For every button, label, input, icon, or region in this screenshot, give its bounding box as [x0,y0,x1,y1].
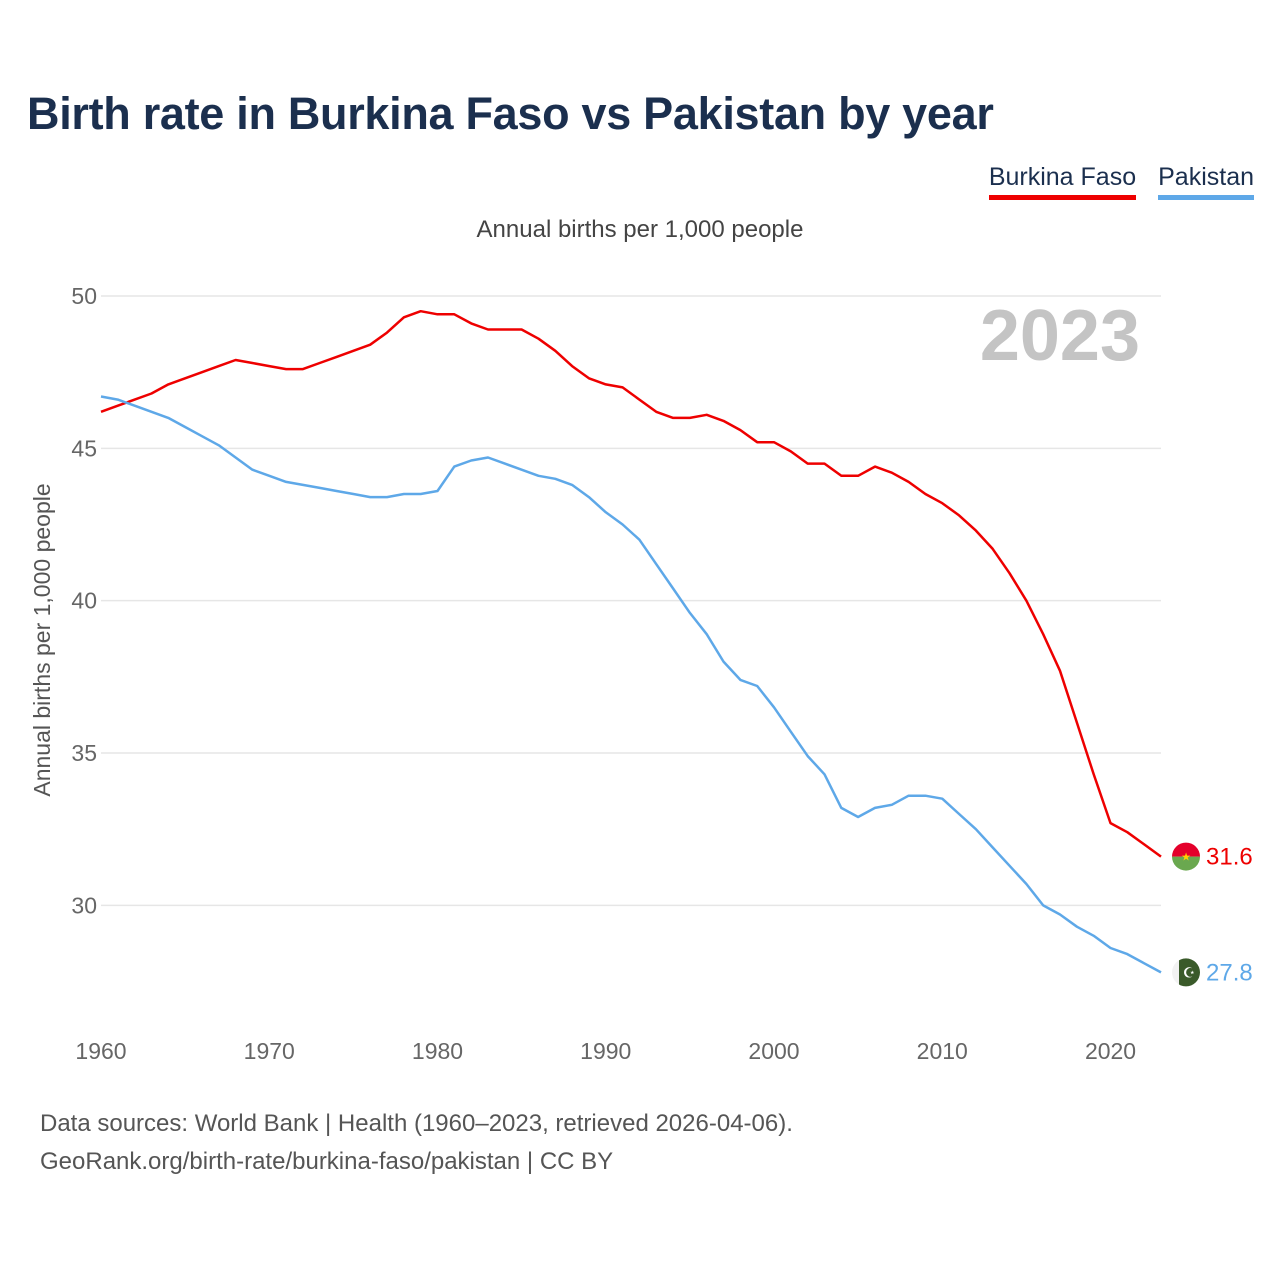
year-label: 2023 [980,296,1140,376]
x-tick-label: 2000 [748,1038,799,1064]
x-tick-label: 1970 [244,1038,295,1064]
page-title: Birth rate in Burkina Faso vs Pakistan b… [27,88,994,139]
end-label-burkina-faso: 31.6 [1206,844,1253,871]
series-lines [100,309,1162,974]
y-tick-label: 30 [71,892,97,918]
pakistan-flag-icon: ☪ [1172,958,1200,987]
legend: Burkina Faso Pakistan [988,163,1254,200]
x-tick-label: 1980 [412,1038,463,1064]
end-label-pakistan: 27.8 [1206,959,1253,986]
burkina-faso-flag-icon: ★ [1172,842,1200,871]
source-line: Data sources: World Bank | Health (1960–… [40,1110,793,1137]
source-footer: Data sources: World Bank | Health (1960–… [40,1105,793,1181]
y-tick-label: 40 [71,588,97,614]
y-tick-label: 35 [71,740,97,766]
x-tick-label: 1960 [75,1038,126,1064]
legend-item-pakistan[interactable]: Pakistan [1158,163,1254,200]
series-line-pakistan[interactable] [100,395,1162,974]
svg-text:☪: ☪ [1183,965,1196,981]
y-axis-label: Annual births per 1,000 people [29,483,55,796]
svg-text:★: ★ [1181,851,1191,864]
y-tick-label: 45 [71,435,97,461]
y-tick-label: 50 [71,283,97,309]
x-tick-label: 2010 [917,1038,968,1064]
series-line-burkina-faso[interactable] [100,309,1162,858]
source-link[interactable]: GeoRank.org/birth-rate/burkina-faso/paki… [40,1148,614,1175]
legend-item-burkina-faso[interactable]: Burkina Faso [988,163,1137,200]
x-tick-label: 2020 [1085,1038,1136,1064]
x-axis-ticks: 1960 1970 1980 1990 2000 2010 2020 [75,1038,1136,1064]
chart-subtitle: Annual births per 1,000 people [476,216,804,243]
y-axis-ticks: 30 35 40 45 50 [71,283,97,918]
grid-lines [101,295,1161,907]
x-tick-label: 1990 [580,1038,631,1064]
